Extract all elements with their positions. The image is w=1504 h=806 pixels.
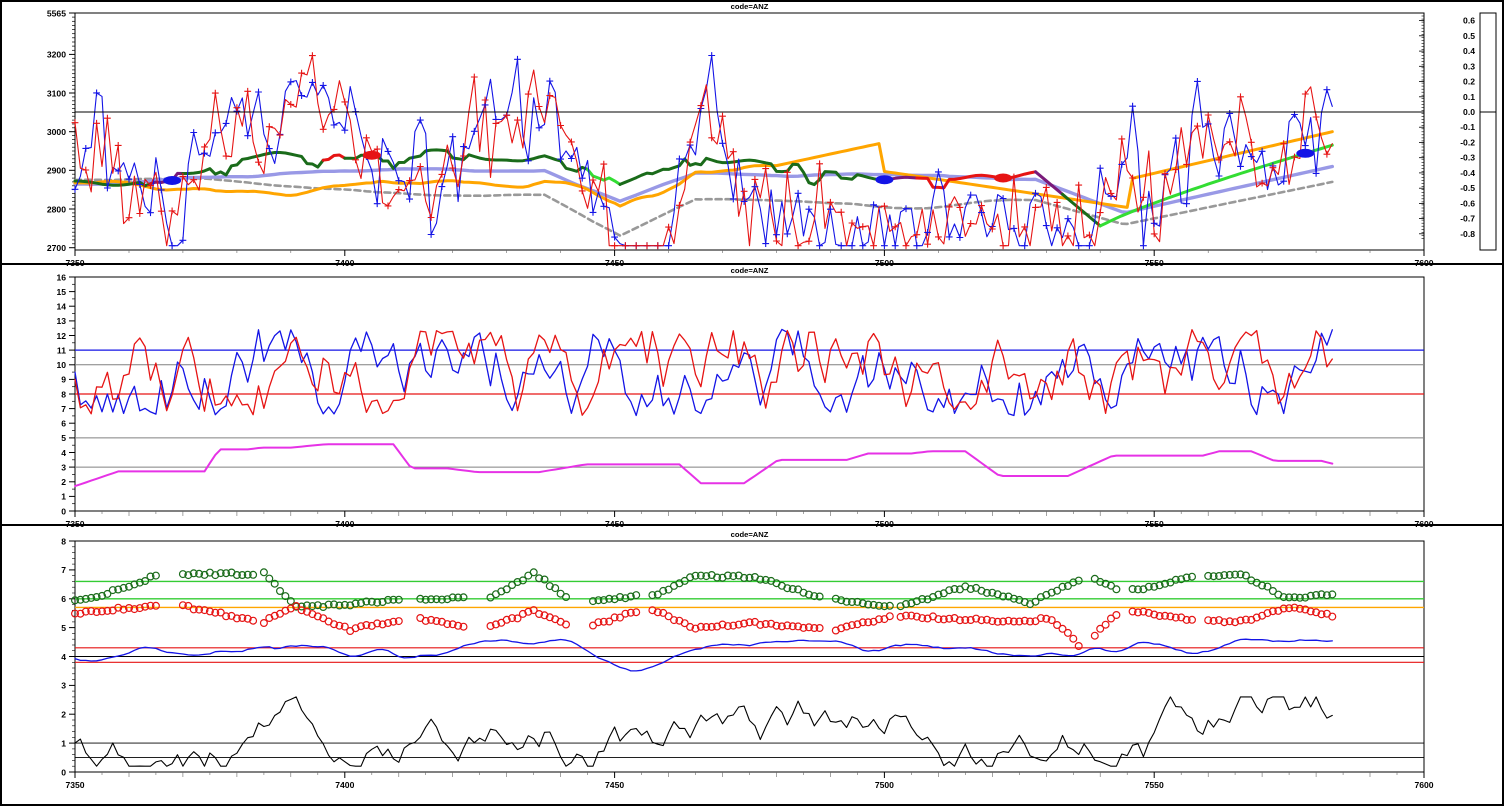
svg-text:code=ANZ: code=ANZ <box>731 266 769 275</box>
svg-text:3100: 3100 <box>47 88 66 98</box>
svg-text:7600: 7600 <box>1414 258 1433 268</box>
svg-text:10: 10 <box>56 360 66 370</box>
svg-text:4: 4 <box>61 448 66 458</box>
svg-text:2900: 2900 <box>47 166 66 176</box>
svg-text:12: 12 <box>56 331 66 341</box>
svg-text:5: 5 <box>61 433 66 443</box>
svg-text:13: 13 <box>56 316 66 326</box>
svg-text:1: 1 <box>61 492 66 502</box>
svg-text:7450: 7450 <box>605 519 624 529</box>
svg-text:0.4: 0.4 <box>1463 46 1475 56</box>
svg-text:7550: 7550 <box>1145 519 1164 529</box>
svg-text:5565: 5565 <box>47 8 66 18</box>
svg-text:-0.5: -0.5 <box>1460 183 1475 193</box>
svg-text:7500: 7500 <box>875 258 894 268</box>
svg-text:0.3: 0.3 <box>1463 61 1475 71</box>
svg-text:7450: 7450 <box>605 780 624 790</box>
svg-text:2: 2 <box>61 477 66 487</box>
svg-text:0.1: 0.1 <box>1463 92 1475 102</box>
svg-text:7350: 7350 <box>65 780 84 790</box>
svg-text:5: 5 <box>61 623 66 633</box>
svg-text:0: 0 <box>61 767 66 777</box>
svg-text:7: 7 <box>61 404 66 414</box>
svg-text:-0.3: -0.3 <box>1460 153 1475 163</box>
svg-text:15: 15 <box>56 287 66 297</box>
svg-text:6: 6 <box>61 594 66 604</box>
svg-text:7550: 7550 <box>1145 780 1164 790</box>
svg-text:14: 14 <box>56 302 66 312</box>
svg-text:7400: 7400 <box>335 258 354 268</box>
svg-text:0.5: 0.5 <box>1463 31 1475 41</box>
svg-text:7600: 7600 <box>1414 780 1433 790</box>
svg-text:9: 9 <box>61 375 66 385</box>
svg-text:3: 3 <box>61 681 66 691</box>
svg-text:0.0: 0.0 <box>1463 107 1475 117</box>
svg-text:11: 11 <box>57 345 66 355</box>
svg-text:7350: 7350 <box>65 258 84 268</box>
svg-text:3200: 3200 <box>47 50 66 60</box>
svg-text:7450: 7450 <box>605 258 624 268</box>
svg-text:-0.8: -0.8 <box>1460 229 1475 239</box>
svg-text:7400: 7400 <box>335 519 354 529</box>
svg-text:-0.4: -0.4 <box>1460 168 1475 178</box>
svg-text:0.6: 0.6 <box>1463 16 1475 26</box>
svg-text:7400: 7400 <box>335 780 354 790</box>
svg-text:7600: 7600 <box>1414 519 1433 529</box>
svg-text:2: 2 <box>61 710 66 720</box>
svg-text:code=ANZ: code=ANZ <box>731 2 769 11</box>
svg-text:code=ANZ: code=ANZ <box>731 530 769 539</box>
svg-text:7350: 7350 <box>65 519 84 529</box>
svg-text:1: 1 <box>61 738 66 748</box>
svg-text:2700: 2700 <box>47 243 66 253</box>
svg-text:-0.6: -0.6 <box>1460 198 1475 208</box>
svg-text:7550: 7550 <box>1145 258 1164 268</box>
svg-text:7: 7 <box>61 565 66 575</box>
svg-text:-0.1: -0.1 <box>1460 122 1475 132</box>
svg-text:0.2: 0.2 <box>1463 77 1475 87</box>
svg-text:8: 8 <box>61 389 66 399</box>
svg-text:3: 3 <box>61 462 66 472</box>
svg-text:3000: 3000 <box>47 127 66 137</box>
svg-text:-0.7: -0.7 <box>1460 214 1475 224</box>
svg-text:7500: 7500 <box>875 519 894 529</box>
svg-text:4: 4 <box>61 652 66 662</box>
svg-text:0: 0 <box>61 506 66 516</box>
svg-text:6: 6 <box>61 419 66 429</box>
svg-text:16: 16 <box>56 272 66 282</box>
svg-text:2800: 2800 <box>47 204 66 214</box>
svg-text:7500: 7500 <box>875 780 894 790</box>
svg-text:-0.2: -0.2 <box>1460 138 1475 148</box>
svg-text:8: 8 <box>61 536 66 546</box>
